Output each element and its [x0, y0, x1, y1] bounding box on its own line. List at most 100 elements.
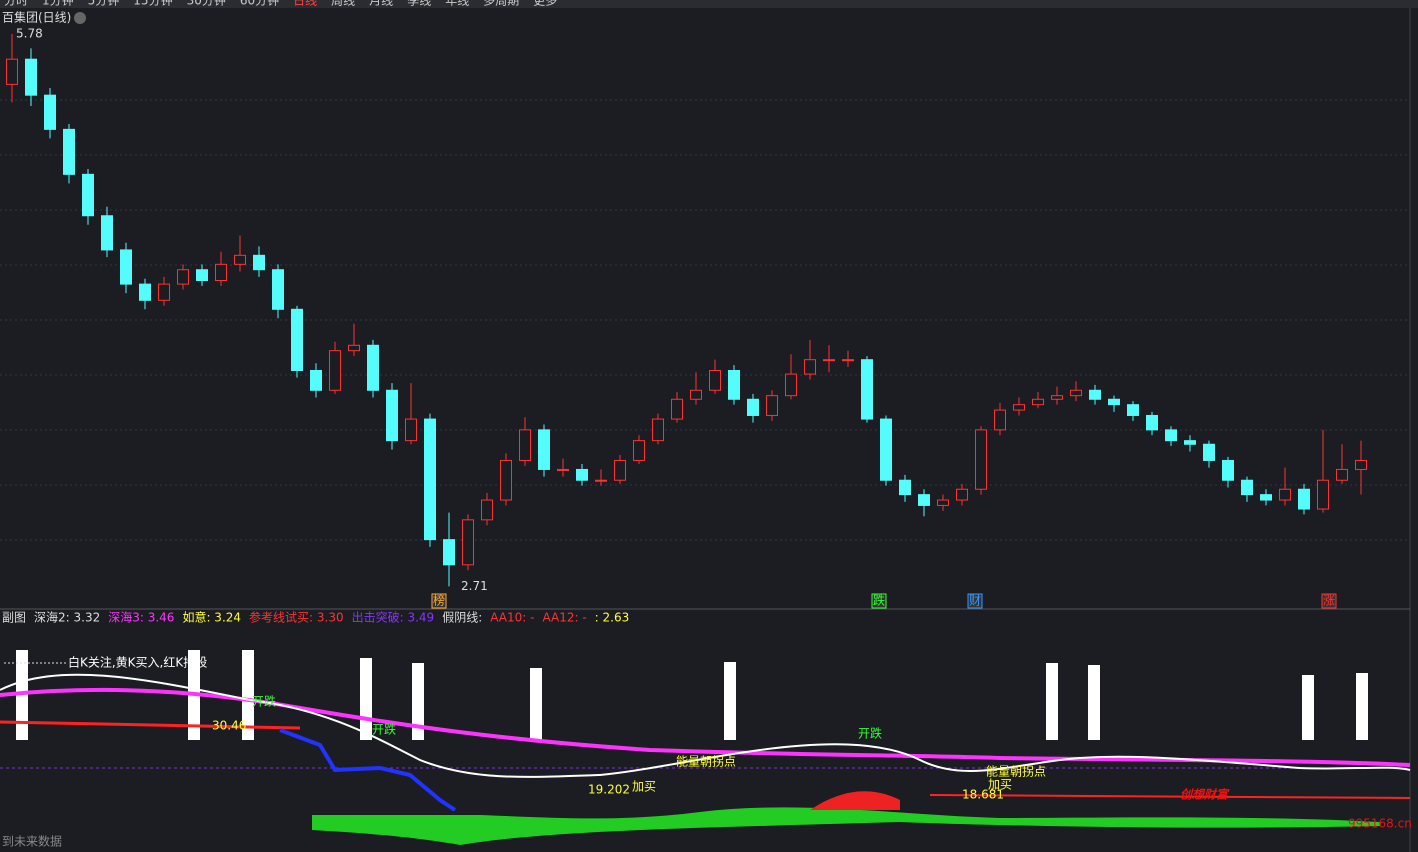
candle-body: [994, 409, 1006, 431]
event-badge[interactable]: [1321, 593, 1337, 609]
candle-body: [481, 499, 493, 521]
candle-body: [937, 499, 949, 506]
candle-body: [614, 459, 626, 481]
signal-label: 开跌: [252, 694, 276, 709]
candle-body: [1127, 404, 1139, 416]
candle-body: [348, 344, 360, 352]
event-label[interactable]: 榜: [433, 593, 445, 608]
signal-label: 开跌: [372, 722, 396, 737]
menu-item[interactable]: 5分钟: [88, 0, 120, 8]
candle-body: [975, 429, 987, 490]
candle-body: [709, 369, 721, 391]
candle-body: [405, 418, 417, 442]
candle-body: [1146, 414, 1158, 431]
signal-label: 加买: [988, 778, 1012, 792]
candle-body: [215, 263, 227, 282]
candle-body: [424, 418, 436, 541]
candle-body: [652, 418, 664, 442]
menu-item[interactable]: 月线: [369, 0, 393, 8]
candle-body: [1032, 398, 1044, 406]
menu-item[interactable]: 分时: [4, 0, 28, 8]
candle-body: [25, 58, 37, 96]
indicator-legend: AA10: -: [490, 611, 534, 625]
indicator-legend: 副图: [2, 611, 26, 625]
candle-body: [1070, 389, 1082, 397]
candle-body: [1089, 389, 1101, 400]
candle-body: [1222, 459, 1234, 481]
candle-body: [557, 468, 569, 471]
max-label: 5.78: [16, 26, 43, 40]
event-label[interactable]: 财: [969, 594, 981, 608]
candle-body: [1279, 488, 1291, 501]
event-badge[interactable]: [431, 593, 447, 609]
candle-body: [899, 479, 911, 496]
menu-item[interactable]: 年线: [445, 0, 469, 8]
candle-body: [690, 389, 702, 400]
candle-body: [310, 369, 322, 391]
menu-item[interactable]: 60分钟: [240, 0, 279, 8]
menu-item[interactable]: 多周期: [483, 0, 519, 8]
signal-label: 能量朝拐点: [986, 764, 1046, 779]
candle-body: [728, 369, 740, 400]
menu-item[interactable]: 日线: [293, 0, 317, 8]
watermark: 创想财富: [1180, 788, 1230, 802]
title-menu-icon[interactable]: [74, 12, 86, 24]
menu-bar: [0, 0, 1418, 8]
candle-body: [671, 398, 683, 420]
indicator-legend: 如意: 3.24: [182, 610, 241, 625]
event-label[interactable]: 涨: [1323, 593, 1335, 608]
candle-body: [1108, 398, 1120, 406]
candle-body: [367, 344, 379, 391]
candle-body: [500, 459, 512, 501]
candle-body: [519, 429, 531, 461]
candle-body: [462, 519, 474, 566]
indicator-legend: 深海2: 3.32: [34, 610, 100, 625]
candle-body: [1184, 440, 1196, 445]
indicator-legend: AA12: -: [542, 611, 586, 625]
candle-body: [1051, 395, 1063, 400]
candle-body: [823, 359, 835, 362]
candle-body: [386, 389, 398, 442]
candle-body: [234, 254, 246, 265]
candle-body: [538, 429, 550, 470]
candle-body: [1013, 404, 1025, 411]
signal-label: 加买: [632, 780, 656, 794]
candle-body: [1317, 479, 1329, 510]
min-label: 2.71: [461, 579, 488, 593]
candle-body: [177, 269, 189, 285]
signal-label: 18.681: [962, 788, 1004, 802]
candle-body: [291, 308, 303, 371]
candle-body: [6, 58, 18, 85]
candle-body: [158, 283, 170, 301]
candle-body: [253, 254, 265, 271]
menu-item[interactable]: 15分钟: [133, 0, 172, 8]
candle-body: [1260, 494, 1272, 501]
sub-indicator: [0, 650, 1411, 845]
candle-body: [1165, 429, 1177, 442]
menu-item[interactable]: 30分钟: [187, 0, 226, 8]
event-badge[interactable]: [871, 593, 887, 609]
candle-body: [82, 173, 94, 217]
signal-label: 开跌: [858, 726, 882, 741]
candle-body: [1203, 443, 1215, 461]
watermark-url: 995168.cn: [1348, 817, 1412, 831]
menu-item[interactable]: 更多: [533, 0, 557, 8]
indicator-legend: 假阴线:: [442, 611, 482, 625]
menu-item[interactable]: 季线: [407, 0, 431, 8]
candle-body: [576, 468, 588, 481]
event-badge[interactable]: [967, 593, 983, 609]
menu-item[interactable]: 周线: [331, 0, 355, 8]
candle-body: [44, 94, 56, 130]
chart-title: 百集团(日线): [2, 10, 71, 25]
candle-body: [842, 359, 854, 362]
signal-label: 19.202: [588, 783, 630, 797]
event-label[interactable]: 跌: [873, 593, 885, 608]
candle-body: [139, 283, 151, 301]
candle-body: [880, 418, 892, 481]
candle-body: [329, 350, 341, 391]
candle-body: [120, 249, 132, 285]
candle-body: [196, 269, 208, 282]
menu-item[interactable]: 1分钟: [42, 0, 74, 8]
